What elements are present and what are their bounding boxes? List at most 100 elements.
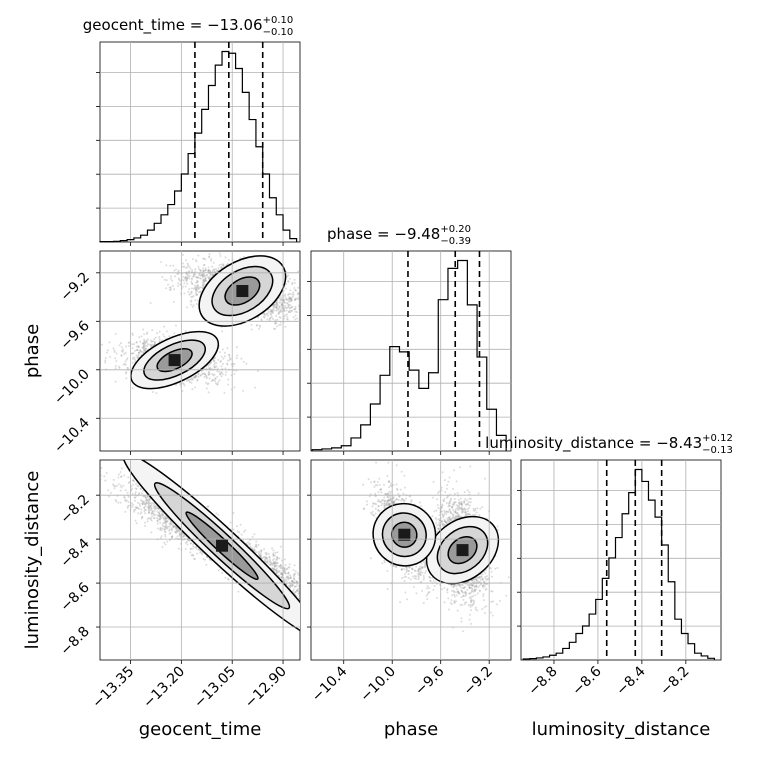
sample-point: [191, 388, 194, 391]
sample-point: [146, 495, 149, 498]
sample-point: [192, 275, 195, 278]
sample-point: [100, 478, 102, 481]
sample-point: [283, 566, 286, 569]
sample-point: [269, 312, 272, 315]
sample-point: [278, 569, 281, 572]
sample-point: [206, 383, 209, 386]
sample-point: [185, 277, 188, 280]
sample-point: [133, 358, 136, 361]
sample-point: [196, 281, 199, 284]
sample-point: [275, 303, 278, 306]
sample-point: [239, 523, 242, 526]
sample-point: [201, 270, 204, 273]
sample-point: [212, 261, 215, 264]
sample-point: [205, 274, 208, 277]
sample-point: [200, 286, 203, 289]
sample-point: [232, 362, 235, 365]
sample-point: [307, 595, 309, 597]
sample-point: [206, 555, 209, 558]
sample-point: [222, 264, 225, 267]
sample-point: [207, 391, 210, 394]
sample-point: [207, 382, 210, 385]
sample-point: [203, 375, 206, 378]
sample-point: [299, 324, 300, 326]
sample-point: [290, 298, 293, 301]
sample-point: [135, 487, 138, 490]
sample-point: [204, 268, 207, 271]
sample-point: [148, 498, 151, 501]
sample-point: [142, 348, 145, 351]
sample-point: [285, 298, 288, 301]
sample-point: [202, 279, 205, 282]
sample-point: [297, 305, 300, 308]
sample-point: [357, 621, 359, 623]
sample-point: [153, 503, 156, 506]
sample-point: [242, 360, 245, 363]
sample-point: [130, 352, 133, 355]
sample-point: [253, 549, 256, 552]
sample-point: [269, 560, 272, 563]
sample-point: [202, 269, 205, 272]
sample-point: [290, 299, 293, 302]
sample-point: [164, 519, 167, 522]
sample-point: [151, 509, 154, 512]
sample-point: [175, 383, 178, 386]
sample-point: [201, 276, 204, 279]
sample-point: [226, 262, 229, 265]
sample-point: [282, 317, 285, 320]
sample-point: [144, 502, 147, 505]
sample-point: [270, 310, 273, 313]
sample-point: [170, 520, 173, 523]
sample-point: [191, 269, 194, 272]
sample-point: [138, 351, 141, 354]
sample-point: [114, 364, 117, 367]
sample-point: [146, 331, 149, 334]
sample-point: [191, 282, 194, 285]
sample-point: [161, 339, 164, 342]
sample-point: [224, 576, 227, 579]
sample-point: [150, 512, 153, 515]
sample-point: [292, 293, 295, 296]
sample-point: [284, 578, 287, 581]
sample-point: [149, 343, 152, 346]
sample-point: [220, 266, 223, 269]
sample-point: [145, 332, 148, 335]
sample-point: [269, 564, 272, 567]
sample-point: [168, 523, 171, 526]
sample-point: [207, 268, 210, 271]
sample-point: [256, 316, 259, 319]
sample-point: [197, 287, 200, 290]
sample-point: [217, 569, 220, 572]
sample-point: [193, 286, 196, 289]
sample-point: [279, 323, 282, 326]
sample-point: [278, 311, 281, 314]
sample-point: [219, 255, 222, 258]
sample-point: [168, 528, 171, 531]
sample-point: [156, 527, 159, 530]
sample-point: [304, 316, 306, 318]
sample-point: [219, 373, 222, 376]
sample-point: [156, 332, 159, 335]
sample-point: [195, 374, 198, 377]
sample-point: [298, 303, 300, 306]
sample-point: [156, 516, 159, 519]
sample-point: [159, 527, 162, 530]
sample-point: [279, 308, 282, 311]
sample-point: [287, 305, 290, 308]
sample-point: [305, 577, 307, 579]
sample-point: [275, 569, 278, 572]
sample-point: [153, 507, 156, 510]
sample-point: [190, 295, 193, 298]
sample-point: [289, 306, 292, 309]
sample-point: [203, 283, 206, 286]
sample-point: [163, 518, 166, 521]
sample-point: [264, 314, 267, 317]
sample-point: [261, 557, 264, 560]
sample-point: [93, 480, 95, 482]
sample-point: [168, 289, 171, 292]
sample-point: [199, 374, 202, 377]
sample-point: [157, 506, 160, 509]
sample-point: [250, 328, 253, 331]
sample-point: [308, 589, 310, 591]
sample-point: [293, 278, 296, 281]
